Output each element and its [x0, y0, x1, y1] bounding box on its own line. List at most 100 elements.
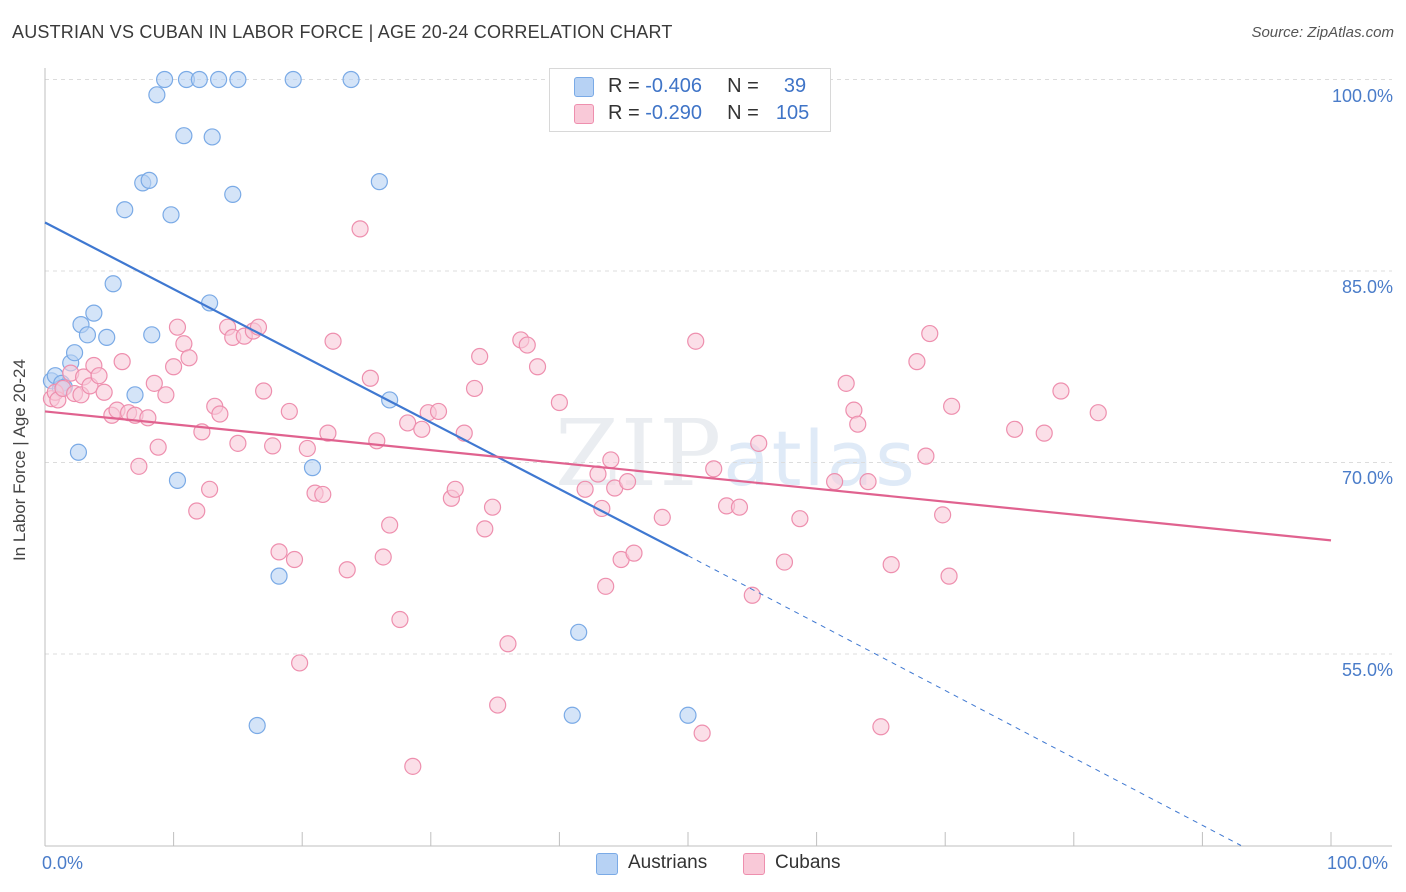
point-austrians	[143, 326, 161, 344]
point-cubans	[872, 718, 890, 736]
point-cubans	[285, 550, 304, 569]
point-austrians	[162, 206, 180, 224]
point-cubans	[908, 353, 926, 371]
point-cubans	[483, 498, 502, 516]
point-cubans	[374, 548, 392, 566]
point-cubans	[361, 369, 379, 387]
point-austrians	[229, 70, 247, 89]
point-cubans	[368, 432, 386, 450]
point-cubans	[693, 724, 711, 742]
point-cubans	[471, 347, 489, 366]
point-austrians	[98, 328, 116, 346]
point-cubans	[298, 439, 316, 458]
x-tick-label-100: 100.0%	[1327, 853, 1389, 873]
point-cubans	[476, 520, 494, 538]
point-cubans	[743, 586, 761, 604]
source-label: Source: ZipAtlas.com	[1251, 24, 1394, 41]
point-austrians	[168, 471, 187, 489]
point-austrians	[248, 716, 266, 735]
point-austrians	[563, 706, 581, 724]
legend-n-label: N =	[727, 75, 759, 97]
point-austrians	[303, 459, 322, 477]
point-cubans	[314, 485, 332, 504]
point-cubans	[750, 434, 768, 452]
point-cubans	[921, 324, 939, 343]
point-cubans	[940, 567, 958, 585]
point-cubans	[882, 556, 900, 574]
legend-swatch-cubans	[574, 104, 594, 124]
point-austrians	[203, 128, 221, 146]
point-cubans	[849, 415, 867, 433]
point-cubans	[180, 349, 198, 367]
point-cubans	[705, 460, 723, 478]
bottom-legend-label-austrians: Austrians	[628, 852, 708, 873]
point-cubans	[399, 414, 417, 432]
point-cubans	[489, 696, 507, 714]
point-cubans	[351, 220, 369, 238]
point-austrians	[116, 201, 134, 219]
point-cubans	[404, 757, 422, 775]
point-cubans	[934, 506, 952, 524]
point-cubans	[1006, 420, 1024, 438]
chart-title: AUSTRIAN VS CUBAN IN LABOR FORCE | AGE 2…	[12, 22, 673, 42]
point-cubans	[165, 358, 183, 376]
point-cubans	[381, 516, 399, 534]
point-cubans	[791, 510, 809, 528]
point-cubans	[602, 451, 620, 469]
point-cubans	[168, 318, 187, 336]
x-tick-label-0: 0.0%	[42, 853, 84, 873]
point-austrians	[570, 623, 588, 641]
bottom-legend-swatch-austrians	[596, 853, 618, 875]
point-cubans	[280, 402, 298, 421]
point-cubans	[201, 480, 219, 498]
point-cubans	[550, 393, 569, 412]
point-cubans	[1035, 424, 1053, 442]
point-cubans	[775, 553, 794, 571]
point-austrians	[69, 443, 88, 461]
point-austrians	[342, 70, 360, 89]
point-cubans	[139, 409, 157, 427]
point-cubans	[338, 561, 356, 579]
point-cubans	[465, 379, 484, 398]
point-cubans	[576, 480, 594, 498]
y-tick-label-100: 100.0%	[1331, 86, 1393, 106]
trend-line-cubans	[44, 410, 1332, 542]
point-austrians	[85, 304, 103, 322]
bottom-legend-swatch-cubans	[743, 853, 765, 875]
legend-r-label: R =	[608, 102, 640, 124]
point-cubans	[446, 480, 464, 498]
point-cubans	[653, 508, 671, 526]
y-tick-label-85: 85.0%	[1341, 277, 1393, 297]
point-cubans	[429, 402, 448, 421]
trend-line-austrians	[44, 221, 689, 557]
point-cubans	[149, 438, 167, 456]
point-cubans	[211, 405, 229, 423]
point-cubans	[943, 397, 961, 415]
point-austrians	[140, 171, 158, 189]
point-cubans	[1089, 404, 1107, 422]
point-cubans	[255, 382, 273, 400]
point-cubans	[687, 332, 705, 350]
point-cubans	[730, 498, 749, 516]
point-cubans	[826, 473, 844, 491]
stats-legend: R = -0.406 N = 39 R = -0.290 N = 105	[549, 68, 831, 132]
point-austrians	[155, 70, 174, 89]
point-cubans	[145, 374, 163, 392]
point-cubans	[518, 336, 536, 354]
point-cubans	[324, 332, 342, 350]
point-cubans	[499, 635, 517, 653]
legend-swatch-austrians	[574, 77, 594, 97]
y-tick-label-55: 55.0%	[1341, 660, 1393, 680]
point-cubans	[291, 654, 309, 672]
point-cubans	[157, 386, 175, 404]
point-austrians	[65, 344, 84, 362]
point-austrians	[370, 173, 388, 191]
legend-r-label: R =	[608, 75, 640, 97]
legend-n-label: N =	[727, 102, 759, 124]
legend-n-value-austrians: 39	[783, 75, 807, 97]
point-cubans	[917, 447, 935, 465]
point-austrians	[126, 386, 144, 404]
y-tick-label-70: 70.0%	[1341, 468, 1393, 488]
point-austrians	[284, 70, 302, 89]
point-cubans	[270, 543, 288, 561]
